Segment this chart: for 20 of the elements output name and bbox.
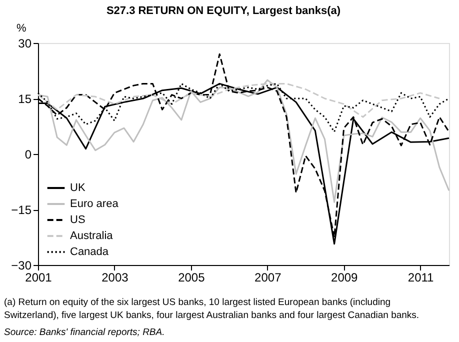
chart-title: S27.3 RETURN ON EQUITY, Largest banks(a) — [106, 5, 341, 17]
x-tick-label: 2003 — [102, 270, 129, 284]
x-tick-label: 2001 — [25, 270, 52, 284]
y-tick-label: 0 — [24, 148, 32, 162]
x-tick-label: 2011 — [408, 270, 434, 284]
y-tick-label: −30 — [11, 258, 32, 272]
y-tick-label: 15 — [18, 92, 32, 106]
y-tick-label: 30 — [18, 36, 32, 50]
legend-label: Australia — [70, 230, 114, 242]
x-tick-label: 2005 — [178, 270, 206, 284]
legend-label: Canada — [70, 246, 110, 258]
source-note: Source: Banks' financial reports; RBA. — [4, 327, 165, 338]
legend-label: Euro area — [70, 198, 120, 210]
x-tick-label: 2009 — [331, 270, 358, 284]
y-axis-title: % — [16, 22, 26, 34]
x-tick-label: 2007 — [254, 270, 282, 284]
y-tick-label: −15 — [11, 203, 32, 217]
text: (a) Return on equity of the six largest US banks, 10 largest listed European banks (including Switzerland), five largest UK banks, four largest Australian banks and four largest Canadian banks. — [4, 297, 420, 321]
legend-label: UK — [70, 182, 86, 194]
legend-label: US — [70, 214, 86, 226]
